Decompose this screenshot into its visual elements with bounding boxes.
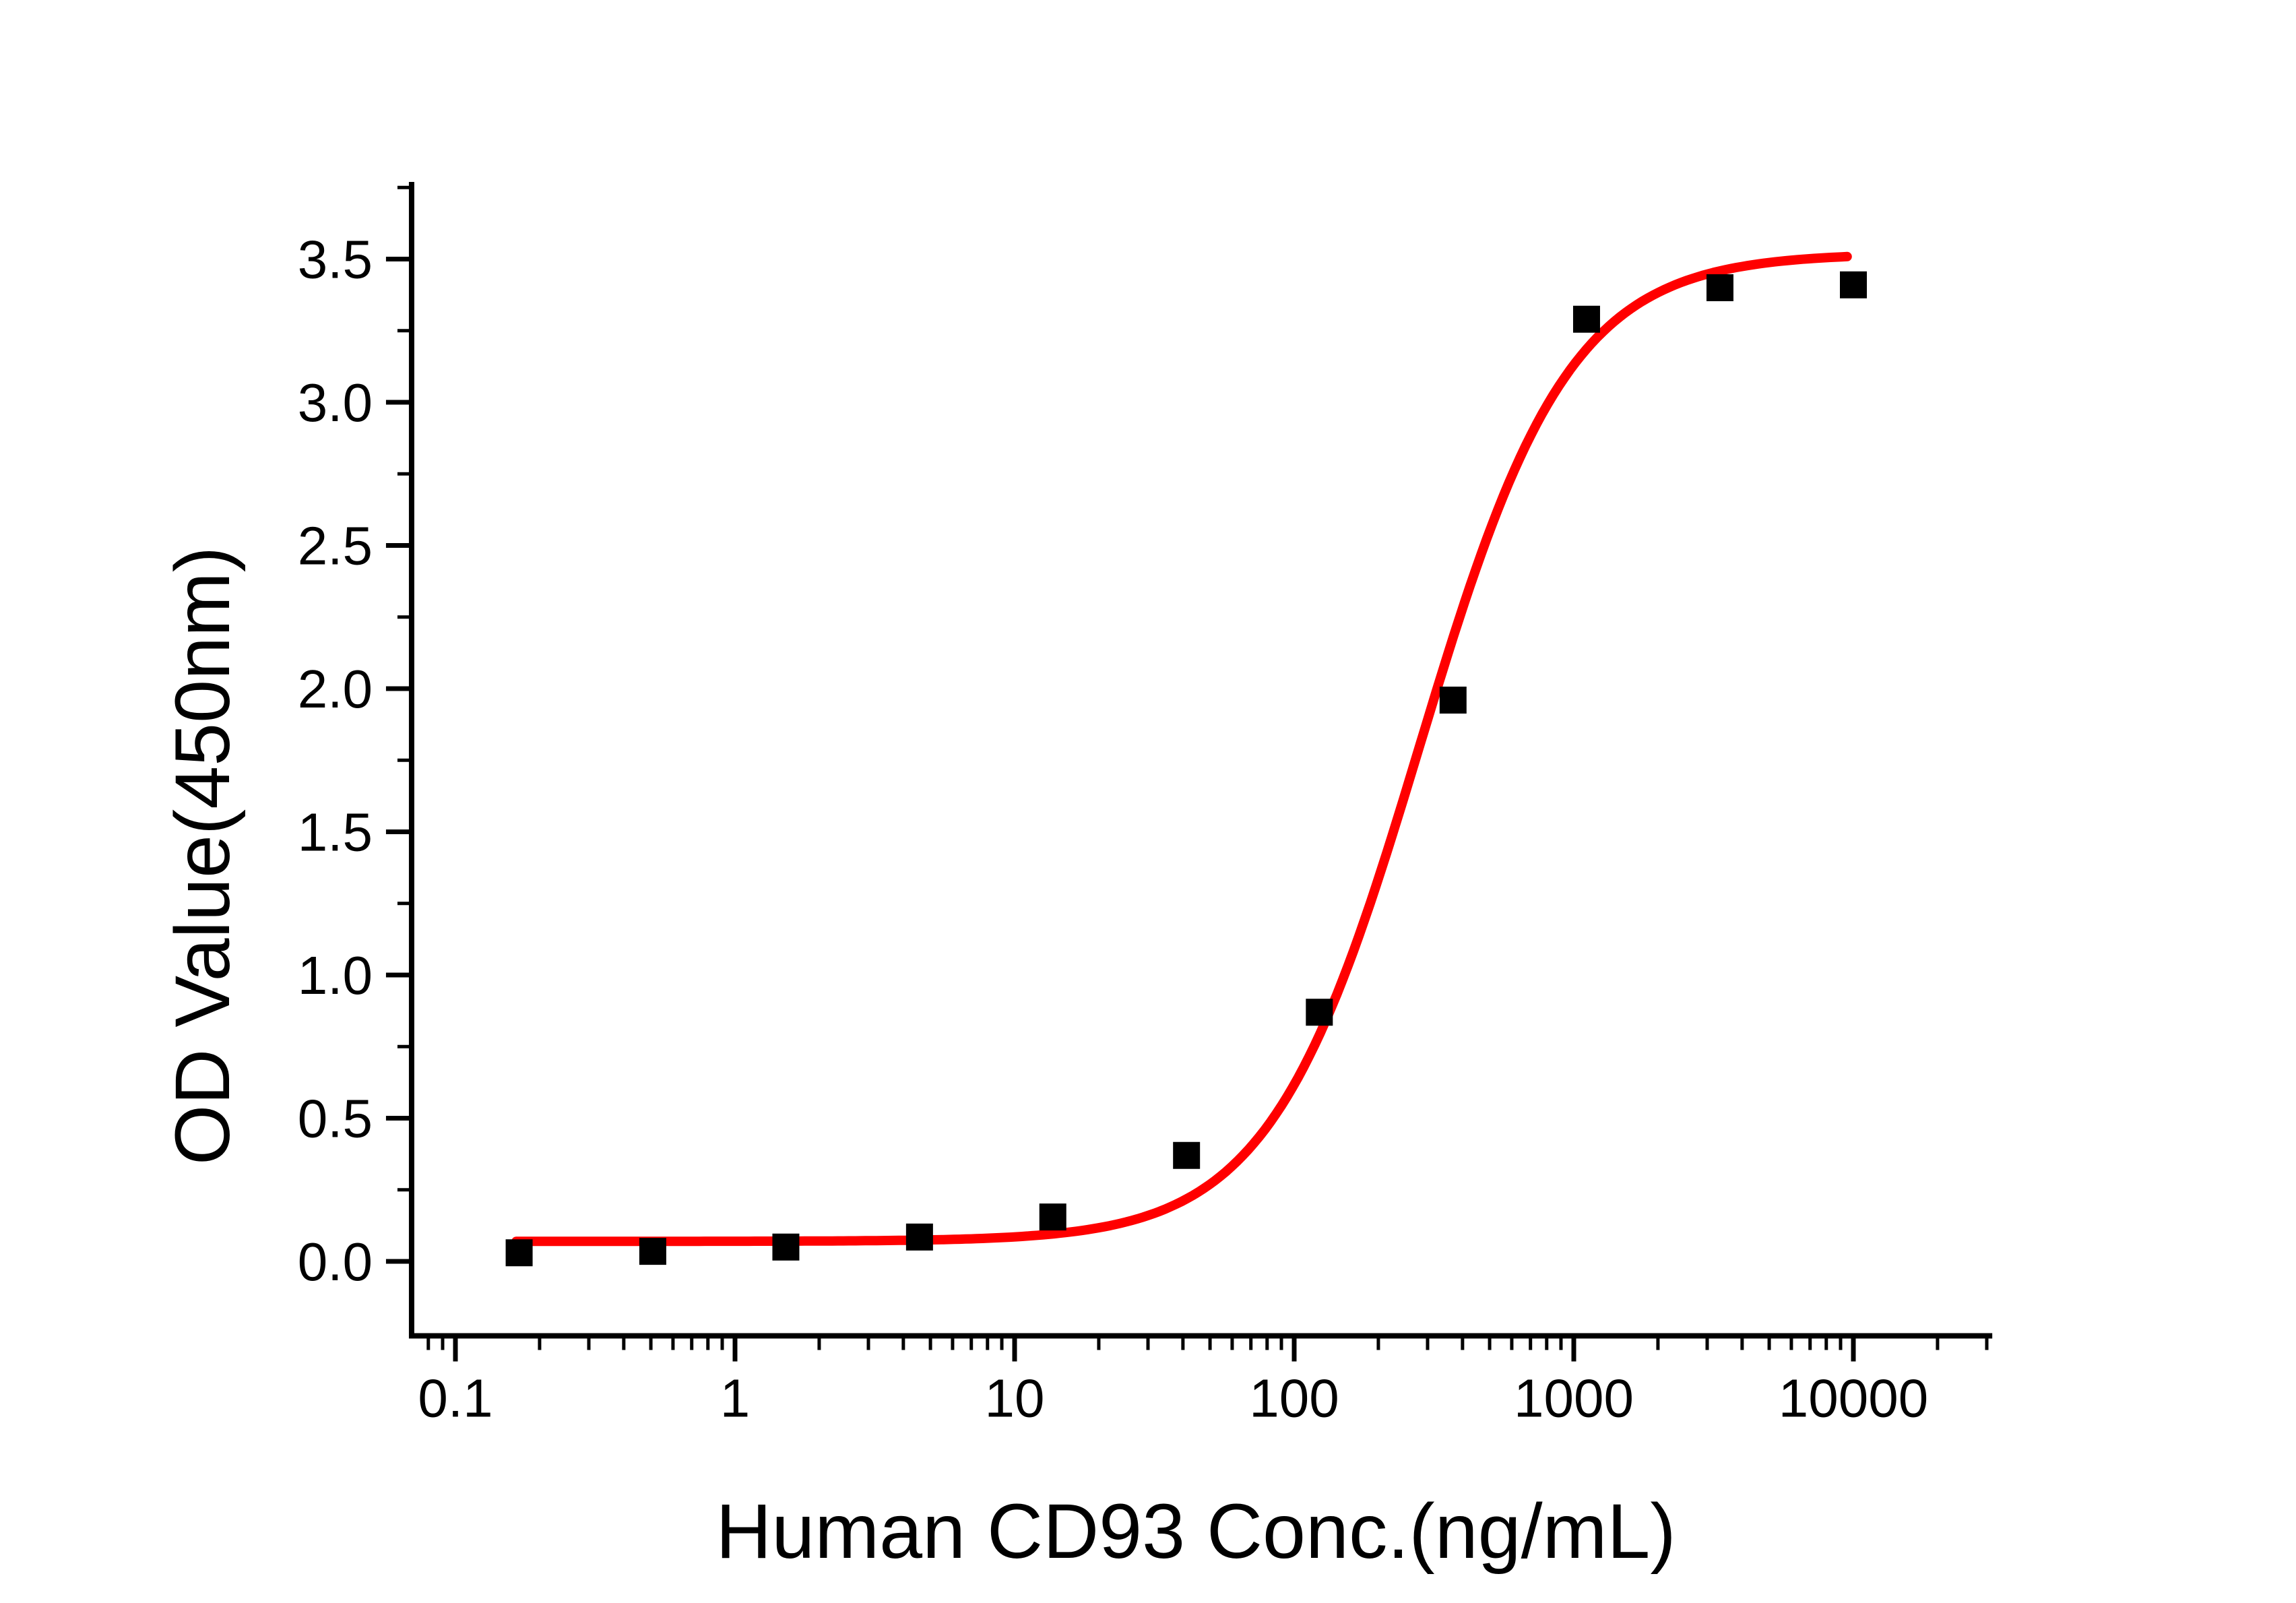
- data-point-marker: [1706, 274, 1733, 301]
- data-point-marker: [1306, 999, 1333, 1026]
- y-tick-label: 1.0: [298, 945, 373, 1005]
- data-point-marker: [1439, 687, 1467, 714]
- data-point-marker: [1572, 305, 1600, 333]
- y-tick-label: 3.5: [298, 230, 373, 290]
- x-axis-title: Human CD93 Conc.(ng/mL): [715, 1488, 1676, 1575]
- y-tick-label: 3.0: [298, 373, 373, 433]
- x-tick-label: 1000: [1514, 1369, 1634, 1428]
- y-tick-label: 2.5: [298, 516, 373, 576]
- x-tick-label: 10000: [1779, 1369, 1928, 1428]
- data-point-marker: [505, 1239, 533, 1267]
- x-tick-label: 0.1: [418, 1369, 492, 1428]
- data-point-marker: [905, 1223, 933, 1251]
- data-point-marker: [1840, 271, 1867, 298]
- fit-curve-line: [511, 251, 1852, 1247]
- axis-tick-labels: 0.0 0.5 1.0 1.5 2.0 2.5 3.0 3.5 0.1 1 10 100 1000 100…: [298, 230, 1929, 1428]
- y-tick-label: 0.0: [298, 1232, 373, 1292]
- data-points: [505, 271, 1867, 1267]
- data-point-marker: [1173, 1141, 1201, 1169]
- x-tick-label: 1: [720, 1369, 751, 1428]
- y-tick-label: 2.0: [298, 659, 373, 719]
- data-point-marker: [1039, 1203, 1066, 1231]
- y-axis-title: OD Value(450nm): [160, 546, 246, 1165]
- x-tick-label: 10: [985, 1369, 1045, 1428]
- axis-lines: [408, 182, 1993, 1339]
- y-tick-label: 1.5: [298, 803, 373, 862]
- fit-curve: [511, 251, 1852, 1247]
- data-point-marker: [772, 1233, 800, 1261]
- axes: [408, 182, 1993, 1339]
- x-tick-label: 100: [1249, 1369, 1339, 1428]
- data-point-marker: [639, 1238, 666, 1265]
- y-tick-label: 0.5: [298, 1089, 373, 1149]
- axis-ticks: [385, 185, 1989, 1362]
